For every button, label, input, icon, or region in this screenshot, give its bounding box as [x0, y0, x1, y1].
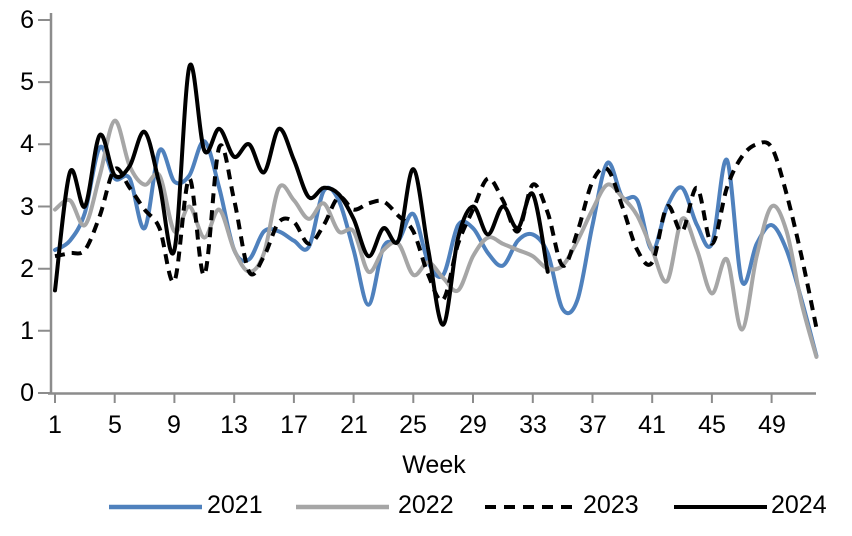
- y-tick-label: 5: [20, 68, 34, 96]
- legend-item-2023: 2023: [483, 490, 643, 524]
- y-tick-label: 3: [20, 193, 34, 221]
- x-axis-ticks: [54, 393, 773, 403]
- x-tick-label: 45: [698, 411, 726, 439]
- legend-line-sample: [674, 505, 767, 509]
- legend-label: 2023: [583, 491, 639, 519]
- x-tick-label: 37: [579, 411, 607, 439]
- legend-item-2022: 2022: [294, 490, 458, 524]
- legend-line-sample: [296, 504, 389, 510]
- series-line-2023: [54, 140, 819, 329]
- x-tick-label: 17: [280, 411, 308, 439]
- x-tick-label: 49: [758, 411, 786, 439]
- y-tick-label: 4: [20, 130, 34, 158]
- y-tick-label: 2: [20, 255, 34, 283]
- y-tick-label: 0: [20, 379, 34, 407]
- y-tick-label: 1: [20, 317, 34, 345]
- legend-line-sample: [109, 504, 202, 510]
- x-tick-label: 33: [519, 411, 547, 439]
- x-tick-label: 1: [48, 411, 62, 439]
- x-tick-label: 5: [108, 411, 122, 439]
- y-axis-ticks: [38, 19, 51, 394]
- y-tick-label: 6: [20, 6, 34, 34]
- plot-area: [38, 13, 819, 403]
- x-tick-label: 25: [399, 411, 427, 439]
- legend-label: 2021: [207, 491, 263, 519]
- legend-label: 2022: [398, 491, 454, 519]
- x-tick-label: 21: [340, 411, 368, 439]
- x-tick-label: 41: [638, 411, 666, 439]
- x-tick-label: 29: [459, 411, 487, 439]
- series-line-2024: [53, 62, 550, 327]
- x-axis-title: Week: [402, 451, 466, 479]
- legend-item-2024: 2024: [672, 490, 832, 524]
- series-line-2022: [53, 118, 819, 359]
- legend-item-2021: 2021: [107, 490, 267, 524]
- x-tick-label: 9: [167, 411, 181, 439]
- legend-label: 2024: [771, 491, 827, 519]
- legend-line-sample: [485, 505, 578, 509]
- x-tick-label: 13: [220, 411, 248, 439]
